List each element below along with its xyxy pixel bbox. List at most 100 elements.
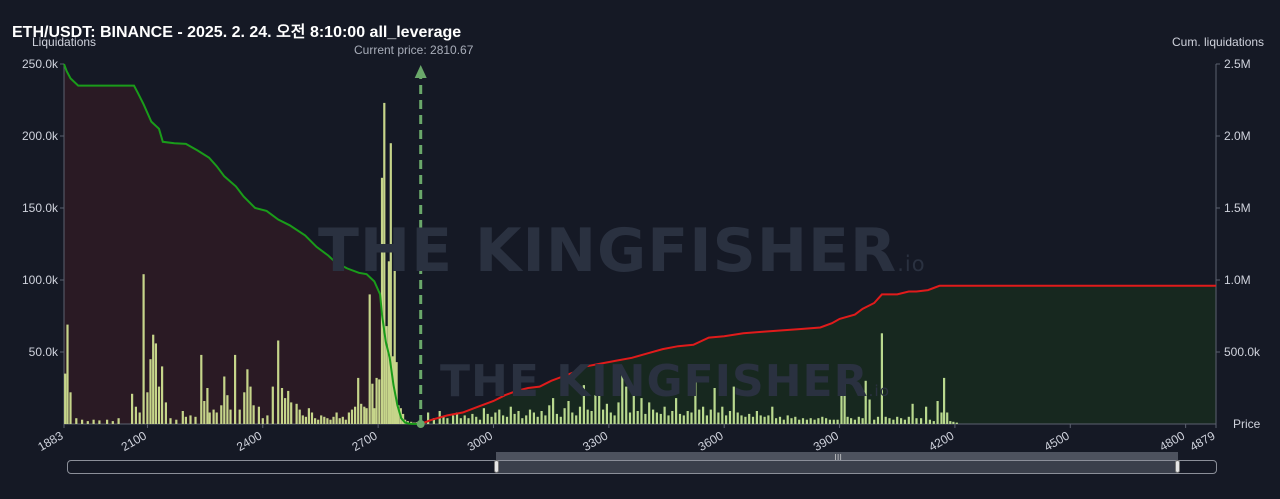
liquidation-bar bbox=[628, 412, 632, 424]
liquidation-bar bbox=[354, 406, 357, 424]
left-axis-title: Liquidations bbox=[32, 35, 97, 49]
liquidation-bar bbox=[843, 380, 846, 424]
liquidation-bar bbox=[846, 416, 849, 424]
y2-tick-label: 500.0k bbox=[1224, 345, 1261, 359]
x-tick-label: 4500 bbox=[1042, 428, 1072, 454]
liquidation-bar bbox=[341, 416, 344, 424]
liquidation-bar bbox=[532, 412, 535, 424]
liquidation-bar bbox=[385, 326, 388, 424]
liquidation-bar bbox=[371, 383, 374, 424]
liquidation-bar bbox=[375, 377, 378, 424]
liquidation-bar bbox=[613, 415, 616, 424]
liquidation-bar bbox=[755, 411, 758, 424]
scrollbar-left-handle[interactable] bbox=[494, 460, 499, 473]
liquidation-bar bbox=[578, 406, 582, 424]
watermark-small: THE KINGFISHER.io bbox=[440, 356, 890, 407]
liquidation-bar bbox=[943, 377, 946, 424]
liquidation-bar bbox=[605, 403, 608, 424]
liquidation-bar bbox=[229, 409, 232, 424]
chart-title: ETH/USDT: BINANCE - 2025. 2. 24. 오전 8:10… bbox=[12, 24, 462, 41]
liquidation-bar bbox=[690, 412, 693, 424]
liquidation-bar bbox=[181, 411, 184, 424]
x-tick-label: 3900 bbox=[811, 428, 841, 454]
liquidation-bar bbox=[98, 420, 101, 424]
liquidation-bar bbox=[582, 385, 585, 424]
liquidation-bar bbox=[678, 413, 682, 424]
liquidation-bar bbox=[805, 419, 808, 424]
liquidation-bar bbox=[203, 401, 206, 424]
liquidation-bar bbox=[169, 418, 172, 424]
liquidation-bar bbox=[482, 408, 485, 424]
liquidation-bar bbox=[892, 419, 895, 424]
liquidation-bar bbox=[175, 419, 178, 424]
long-side-area bbox=[420, 285, 1216, 424]
liquidation-bar bbox=[326, 418, 329, 424]
liquidation-bar bbox=[310, 412, 314, 424]
liquidation-bar bbox=[517, 411, 520, 424]
scrollbar-selection-bar[interactable] bbox=[496, 452, 1178, 460]
liquidation-bar bbox=[813, 419, 816, 424]
liquidation-bar bbox=[427, 412, 430, 424]
liquidation-bar bbox=[636, 411, 639, 424]
liquidation-bar bbox=[571, 412, 574, 424]
scrollbar-selected-range[interactable] bbox=[498, 461, 1178, 473]
x-tick-label: 3300 bbox=[580, 428, 610, 454]
liquidation-bar bbox=[164, 402, 167, 424]
liquidation-bar bbox=[75, 418, 78, 424]
liquidation-bar bbox=[928, 419, 931, 424]
liquidation-bar bbox=[513, 413, 516, 424]
range-scrollbar[interactable] bbox=[67, 460, 1217, 474]
liquidation-bar bbox=[721, 406, 724, 424]
liquidation-bar bbox=[801, 418, 805, 424]
liquidation-bar bbox=[602, 409, 605, 424]
liquidation-bar bbox=[955, 422, 958, 424]
liquidation-bar bbox=[767, 415, 770, 424]
liquidation-bar bbox=[740, 415, 743, 424]
scrollbar-right-handle[interactable] bbox=[1175, 460, 1180, 473]
liquidation-bar bbox=[621, 369, 624, 424]
liquidation-bar bbox=[344, 419, 347, 424]
liquidation-bar bbox=[911, 403, 914, 424]
liquidation-bar bbox=[463, 415, 466, 424]
liquidation-bar bbox=[383, 102, 386, 425]
y-tick-label: 150.0k bbox=[22, 201, 59, 215]
x-tick-label: 3600 bbox=[696, 428, 726, 454]
x-tick-label: 2100 bbox=[119, 428, 149, 454]
liquidation-bar bbox=[395, 362, 398, 424]
watermark-large: THE KINGFISHER.io bbox=[318, 216, 926, 286]
liquidation-bar bbox=[825, 418, 828, 424]
liquidation-bar bbox=[590, 411, 593, 424]
liquidation-bar bbox=[949, 421, 952, 424]
liquidation-bar bbox=[111, 421, 114, 424]
liquidation-bar bbox=[540, 411, 543, 424]
liquidation-bar bbox=[782, 419, 785, 424]
liquidation-bar bbox=[301, 415, 304, 424]
liquidation-bar bbox=[459, 418, 462, 424]
liquidation-bar bbox=[368, 294, 371, 424]
liquidation-bar bbox=[686, 411, 689, 424]
liquidation-bar bbox=[744, 416, 747, 424]
liquidation-bar bbox=[759, 415, 762, 424]
liquidation-bar bbox=[648, 402, 651, 424]
scrollbar-grip-icon[interactable]: ||| bbox=[834, 453, 843, 462]
liquidation-bar bbox=[900, 418, 903, 424]
liquidation-bar bbox=[880, 333, 883, 424]
liquidation-bar bbox=[502, 415, 505, 424]
liquidation-bar bbox=[725, 415, 728, 424]
y2-tick-label: 1.5M bbox=[1224, 201, 1251, 215]
liquidation-bar bbox=[295, 403, 298, 424]
y-tick-label: 50.0k bbox=[29, 345, 59, 359]
liquidation-bar bbox=[713, 388, 716, 424]
x-tick-label: 1883 bbox=[35, 428, 65, 454]
liquidation-bar bbox=[452, 415, 455, 424]
liquidation-bar bbox=[709, 409, 712, 424]
liquidation-bar bbox=[284, 398, 287, 424]
liquidation-bar bbox=[134, 406, 137, 424]
liquidation-bar bbox=[152, 334, 155, 424]
liquidation-bar bbox=[705, 415, 708, 424]
liquidation-bar bbox=[350, 409, 354, 424]
liquidation-bar bbox=[314, 418, 317, 424]
liquidation-bar bbox=[290, 402, 293, 424]
liquidation-bar bbox=[243, 392, 246, 424]
liquidation-bar bbox=[794, 416, 797, 424]
